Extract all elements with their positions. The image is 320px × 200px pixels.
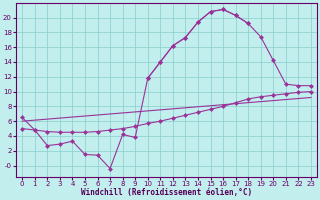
X-axis label: Windchill (Refroidissement éolien,°C): Windchill (Refroidissement éolien,°C) xyxy=(81,188,252,197)
